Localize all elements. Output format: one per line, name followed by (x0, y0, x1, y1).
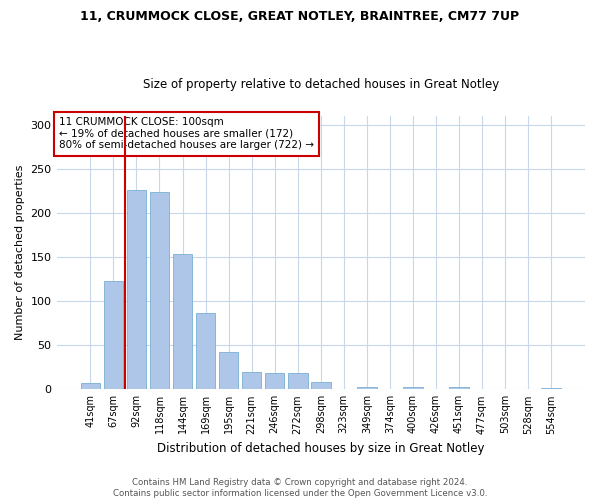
Bar (104, 281, 123, 390)
Bar (149, 192, 169, 390)
Bar (403, 386, 423, 390)
Bar (357, 386, 377, 390)
Text: 11, CRUMMOCK CLOSE, GREAT NOTLEY, BRAINTREE, CM77 7UP: 11, CRUMMOCK CLOSE, GREAT NOTLEY, BRAINT… (80, 10, 520, 23)
Bar (265, 372, 284, 390)
Bar (288, 374, 308, 390)
Title: Size of property relative to detached houses in Great Notley: Size of property relative to detached ho… (143, 78, 499, 91)
Bar (196, 314, 215, 390)
X-axis label: Distribution of detached houses by size in Great Notley: Distribution of detached houses by size … (157, 442, 485, 455)
Bar (541, 388, 561, 390)
Y-axis label: Number of detached properties: Number of detached properties (15, 165, 25, 340)
Bar (80, 383, 100, 390)
Bar (127, 190, 146, 390)
Text: 11 CRUMMOCK CLOSE: 100sqm
← 19% of detached houses are smaller (172)
80% of semi: 11 CRUMMOCK CLOSE: 100sqm ← 19% of detac… (59, 117, 314, 150)
Bar (311, 382, 331, 390)
Text: Contains HM Land Registry data © Crown copyright and database right 2024.
Contai: Contains HM Land Registry data © Crown c… (113, 478, 487, 498)
Bar (173, 254, 193, 390)
Bar (242, 372, 262, 390)
Bar (449, 386, 469, 390)
Bar (219, 352, 238, 390)
